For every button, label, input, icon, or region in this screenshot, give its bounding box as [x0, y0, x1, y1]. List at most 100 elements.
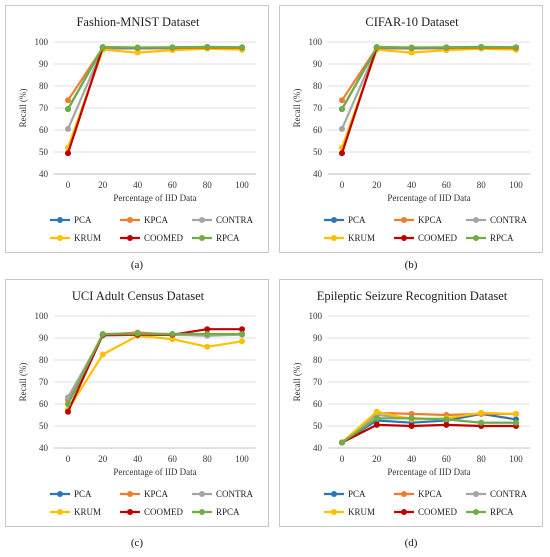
chart-panel-b: CIFAR-10 Dataset 40 50 60 70 80 90 100 0 20 40 60 80… [279, 5, 543, 253]
caption-b: (b) [404, 259, 418, 271]
x-tick-label: 40 [133, 180, 143, 190]
x-tick-label: 100 [509, 454, 523, 464]
legend-label: CONTRA [216, 489, 254, 499]
data-point-rpca [134, 44, 141, 51]
series-line-pca [341, 46, 517, 110]
y-tick-label: 60 [39, 125, 49, 135]
data-point-rpca [99, 44, 106, 51]
chart-title: Fashion-MNIST Dataset [76, 15, 200, 29]
y-tick-label: 50 [313, 147, 323, 157]
legend-label: RPCA [216, 233, 240, 243]
legend-marker [199, 235, 205, 241]
y-tick-label: 40 [313, 443, 323, 453]
data-point-rpca [204, 43, 211, 50]
series-line-rpca [67, 45, 243, 110]
data-point-rpca [443, 416, 450, 423]
y-tick-label: 100 [309, 311, 323, 321]
y-tick-label: 100 [35, 311, 49, 321]
chart-title: CIFAR-10 Dataset [365, 15, 459, 29]
data-point-rpca [513, 419, 519, 426]
legend-marker [127, 235, 133, 241]
data-point-rpca [443, 44, 450, 51]
data-point-rpca [339, 106, 345, 113]
y-axis-label: Recall (%) [18, 89, 28, 128]
legend-marker [331, 235, 337, 241]
legend-marker [127, 491, 133, 497]
legend-label: KRUM [348, 233, 375, 243]
chart-title: UCI Adult Census Dataset [72, 289, 205, 303]
legend-marker [127, 217, 133, 223]
legend-marker [199, 509, 205, 515]
data-point-krum [373, 408, 380, 415]
x-tick-label: 0 [66, 454, 71, 464]
legend-marker [199, 491, 205, 497]
x-tick-label: 20 [372, 180, 382, 190]
x-tick-label: 0 [340, 454, 345, 464]
series-line-kpca [341, 411, 516, 444]
chart-title: Epileptic Seizure Recognition Dataset [317, 289, 508, 303]
data-point-rpca [408, 44, 415, 51]
y-axis-label: Recall (%) [292, 363, 302, 402]
legend-marker [57, 509, 63, 515]
chart-panel-d: Epileptic Seizure Recognition Dataset 40 5… [279, 279, 543, 527]
x-tick-label: 20 [372, 454, 382, 464]
data-point-krum [513, 410, 519, 417]
legend-label: KPCA [418, 215, 443, 225]
legend-label: KRUM [74, 507, 101, 517]
data-point-coomed [239, 326, 245, 333]
x-axis-label: Percentage of IID Data [387, 193, 470, 203]
data-point-rpca [204, 331, 211, 338]
chart-svg-a: Fashion-MNIST Dataset 40 50 60 70 80 90 100 0 20 4… [18, 15, 256, 243]
x-tick-label: 100 [235, 180, 249, 190]
x-tick-label: 20 [98, 454, 108, 464]
y-tick-label: 100 [309, 37, 323, 47]
data-point-coomed [339, 150, 345, 157]
legend-marker [331, 509, 337, 515]
series-line-contra [67, 333, 243, 398]
legend-marker [401, 217, 407, 223]
data-point-rpca [65, 106, 71, 113]
data-point-krum [239, 338, 245, 345]
x-tick-label: 80 [203, 180, 213, 190]
legend-label: CONTRA [490, 215, 528, 225]
legend-label: RPCA [216, 507, 240, 517]
data-point-rpca [134, 330, 141, 337]
data-point-rpca [513, 44, 519, 51]
legend-label: COOMED [418, 233, 458, 243]
chart-panel-c: UCI Adult Census Dataset 40 50 60 70 80 90 100 0… [5, 279, 269, 527]
data-point-rpca [239, 331, 245, 338]
legend-marker [401, 491, 407, 497]
legend-label: PCA [74, 215, 92, 225]
x-tick-label: 0 [66, 180, 71, 190]
y-tick-label: 70 [39, 103, 49, 113]
legend-label: COOMED [418, 507, 458, 517]
data-point-krum [478, 409, 485, 416]
legend-marker [57, 491, 63, 497]
series-line-coomed [341, 423, 516, 444]
caption-d: (d) [404, 537, 418, 549]
x-axis-label: Percentage of IID Data [387, 467, 470, 477]
series-line-kpca [67, 331, 243, 401]
series-line-krum [67, 334, 243, 411]
caption-c: (c) [130, 537, 144, 549]
data-point-coomed [443, 421, 450, 428]
legend-label: PCA [74, 489, 92, 499]
legend-label: RPCA [490, 507, 514, 517]
y-tick-label: 90 [313, 333, 323, 343]
caption-a: (a) [130, 259, 144, 271]
series-line-pca [67, 46, 243, 110]
x-tick-label: 60 [442, 454, 452, 464]
x-tick-label: 100 [509, 180, 523, 190]
y-tick-label: 40 [39, 443, 49, 453]
data-point-coomed [373, 421, 380, 428]
y-tick-label: 50 [39, 147, 49, 157]
legend-label: CONTRA [216, 215, 254, 225]
legend-marker [57, 235, 63, 241]
legend-marker [127, 509, 133, 515]
data-point-rpca [239, 44, 245, 51]
y-tick-label: 90 [39, 333, 49, 343]
y-tick-label: 70 [39, 377, 49, 387]
data-point-krum [204, 343, 211, 350]
legend-marker [473, 509, 479, 515]
data-point-rpca [65, 401, 71, 407]
